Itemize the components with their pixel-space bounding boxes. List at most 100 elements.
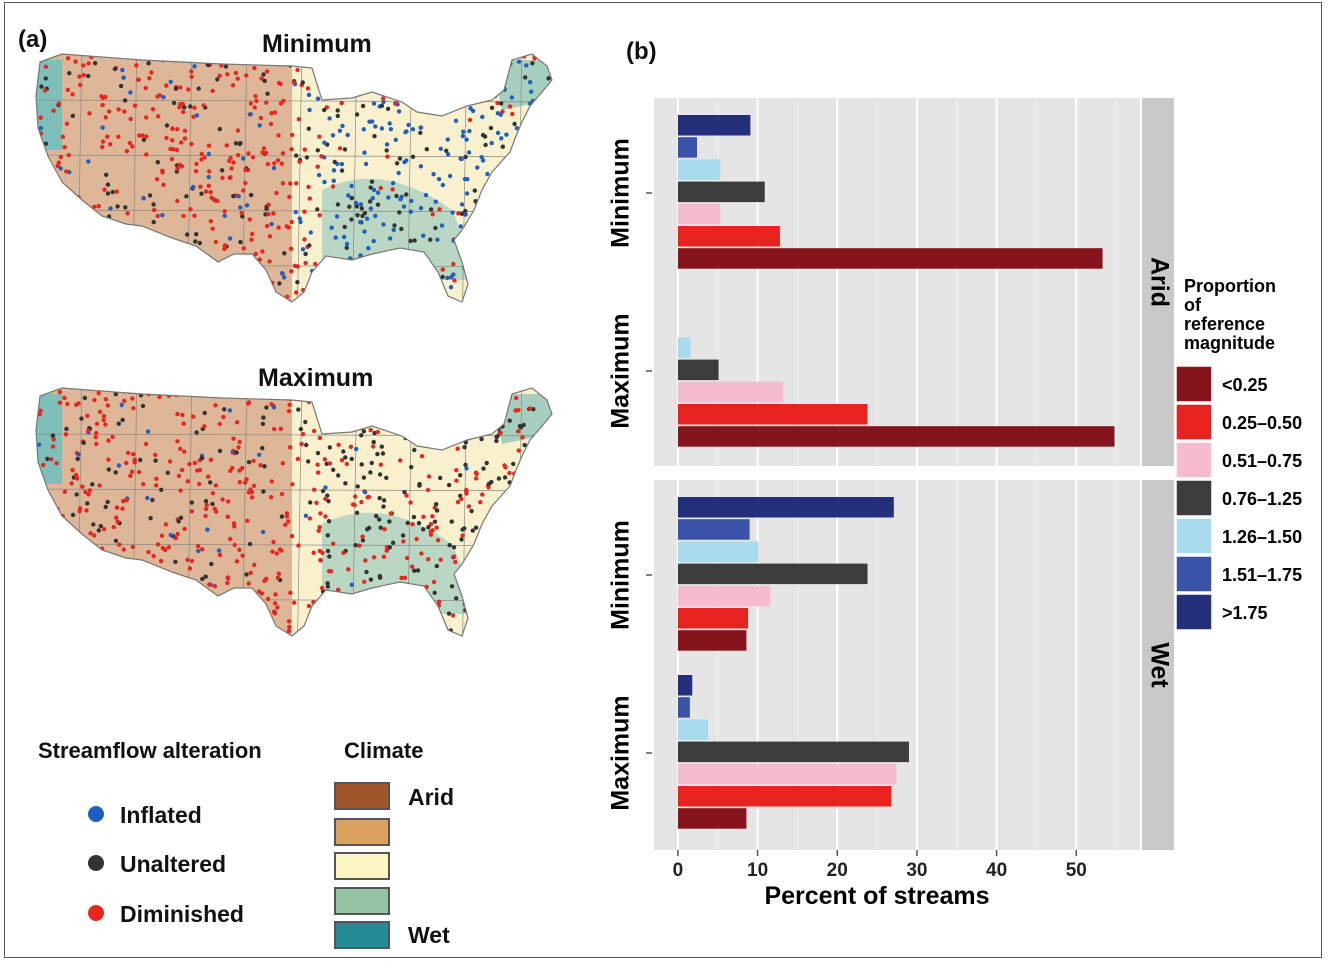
station-dot xyxy=(373,292,378,297)
station-dot xyxy=(39,508,45,514)
station-dot xyxy=(494,577,500,582)
diminished-dot-icon xyxy=(88,905,104,921)
station-dot xyxy=(316,172,322,178)
station-dot xyxy=(168,79,173,84)
station-dot xyxy=(53,292,58,297)
station-dot xyxy=(224,143,229,148)
station-dot xyxy=(86,549,91,554)
station-dot xyxy=(161,246,166,252)
station-dot xyxy=(264,100,269,105)
bar-wet-minimum-6 xyxy=(677,497,894,518)
station-dot xyxy=(457,433,462,438)
station-dot xyxy=(103,397,109,402)
station-dot xyxy=(175,198,180,204)
station-dot xyxy=(546,633,551,636)
station-dot xyxy=(106,457,111,462)
station-dot xyxy=(286,409,292,414)
station-dot xyxy=(203,300,209,302)
station-dot xyxy=(507,470,512,476)
station-dot xyxy=(360,538,366,543)
station-dot xyxy=(196,86,201,91)
station-dot xyxy=(226,576,231,581)
station-dot xyxy=(264,223,270,229)
station-dot xyxy=(408,238,413,244)
station-dot xyxy=(423,276,428,281)
station-dot xyxy=(261,146,267,151)
station-dot xyxy=(41,462,46,468)
alteration-legend-title: Streamflow alteration xyxy=(38,738,262,763)
station-dot xyxy=(238,239,243,245)
station-dot xyxy=(510,111,515,117)
station-dot xyxy=(550,504,552,510)
station-dot xyxy=(142,577,147,583)
station-dot xyxy=(475,165,480,170)
station-dot xyxy=(105,134,110,139)
station-dot xyxy=(197,240,202,246)
station-dot xyxy=(208,189,213,195)
station-dot xyxy=(302,237,307,242)
station-dot xyxy=(530,506,536,512)
station-dot xyxy=(550,427,552,433)
legend-unaltered: Unaltered xyxy=(120,851,227,877)
station-dot xyxy=(337,146,343,151)
station-dot xyxy=(303,260,308,266)
station-dot xyxy=(527,210,532,215)
station-dot xyxy=(225,580,230,586)
legend-swatch-5 xyxy=(1175,555,1213,593)
station-dot xyxy=(101,580,106,585)
group-label-minimum: Minimum xyxy=(607,138,635,248)
station-dot xyxy=(115,604,121,609)
station-dot xyxy=(353,402,359,408)
station-dot xyxy=(269,495,274,500)
station-dot xyxy=(121,498,126,504)
station-dot xyxy=(388,127,394,132)
station-dot xyxy=(497,181,502,186)
station-dot xyxy=(92,204,97,209)
station-dot xyxy=(376,267,381,272)
station-dot xyxy=(421,527,426,532)
station-dot xyxy=(545,517,550,522)
station-dot xyxy=(359,499,364,505)
station-dot xyxy=(276,225,281,230)
station-dot xyxy=(383,424,388,429)
station-dot xyxy=(165,470,170,475)
station-dot xyxy=(173,86,179,91)
station-dot xyxy=(296,117,302,122)
station-dot xyxy=(299,441,304,447)
station-dot xyxy=(428,207,434,212)
station-dot xyxy=(175,439,180,444)
station-dot xyxy=(354,446,359,452)
station-dot xyxy=(317,525,322,530)
station-dot xyxy=(375,429,380,435)
station-dot xyxy=(207,582,212,587)
station-dot xyxy=(533,128,539,133)
station-dot xyxy=(540,506,545,511)
station-dot xyxy=(426,282,431,287)
bar-wet-minimum-0 xyxy=(677,630,747,651)
station-dot xyxy=(379,103,385,108)
station-dot xyxy=(342,224,347,230)
station-dot xyxy=(286,628,292,634)
station-dot xyxy=(203,574,208,579)
station-dot xyxy=(317,609,322,615)
station-dot xyxy=(409,464,414,470)
station-dot xyxy=(336,614,341,619)
station-dot xyxy=(378,185,383,191)
station-dot xyxy=(260,421,266,427)
station-dot xyxy=(457,96,462,101)
station-dot xyxy=(451,554,457,559)
station-dot xyxy=(203,506,209,512)
station-dot xyxy=(116,107,121,112)
station-dot xyxy=(244,256,249,262)
station-dot xyxy=(79,607,84,613)
station-dot xyxy=(375,202,381,207)
station-dot xyxy=(123,560,128,565)
station-dot xyxy=(442,294,447,300)
station-dot xyxy=(80,268,85,273)
station-dot xyxy=(455,101,460,106)
station-dot xyxy=(234,559,240,564)
station-dot xyxy=(362,229,367,234)
station-dot xyxy=(92,267,97,272)
station-dot xyxy=(462,407,467,413)
station-dot xyxy=(303,513,309,518)
